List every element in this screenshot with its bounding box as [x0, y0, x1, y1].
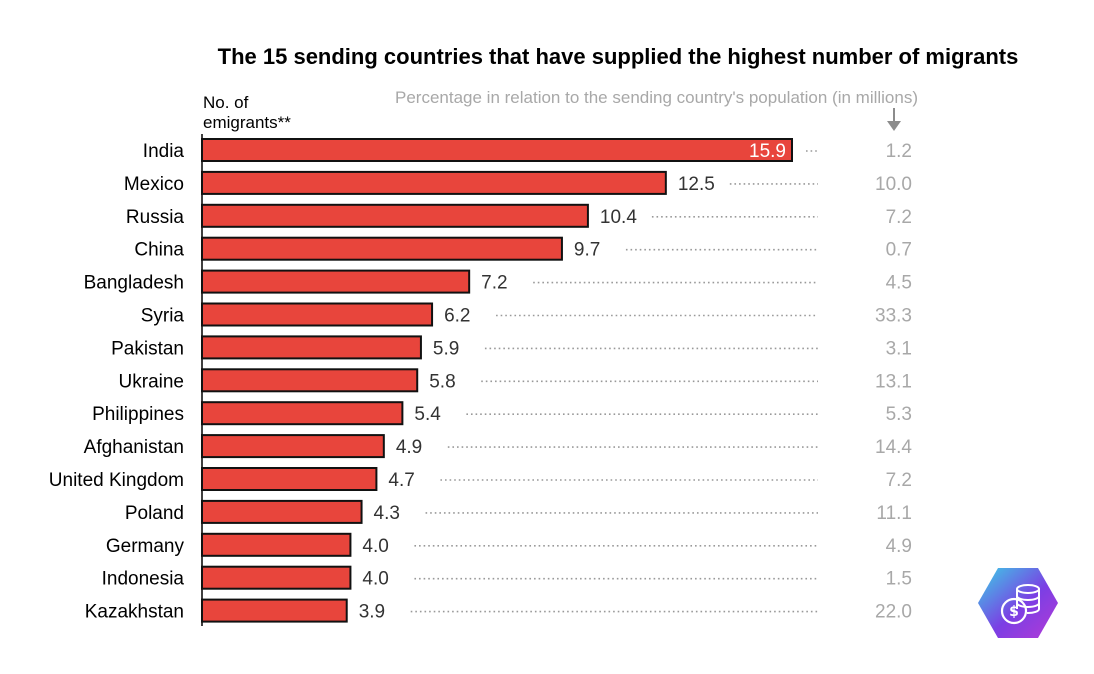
percentage-label: 33.3: [875, 306, 912, 327]
bar: [201, 302, 434, 327]
percentage-label: 5.3: [886, 404, 912, 425]
percentage-label: 22.0: [875, 602, 912, 623]
bar: [201, 499, 363, 524]
bar: [201, 236, 563, 261]
bar: [201, 170, 667, 195]
category-label: Poland: [125, 503, 184, 524]
percentage-label: 4.9: [886, 536, 912, 557]
bar-rows: India 15.9 1.2 Mexico 12.5 10.0 Russia 10.4 7.2 C…: [49, 138, 912, 623]
value-label: 5.9: [433, 338, 459, 359]
percentage-label: 10.0: [875, 174, 912, 195]
value-label: 10.4: [600, 207, 637, 228]
value-label: 5.8: [429, 371, 455, 392]
value-header-line-2: emigrants**: [203, 113, 291, 132]
category-label: United Kingdom: [49, 470, 184, 491]
category-label: Bangladesh: [84, 273, 184, 294]
percentage-label: 1.2: [886, 141, 912, 162]
bar: [201, 467, 378, 491]
bar: [201, 203, 589, 228]
value-label: 4.3: [374, 503, 400, 524]
category-label: Indonesia: [102, 569, 185, 590]
category-label: Syria: [141, 306, 185, 327]
bar: [201, 269, 471, 294]
percentage-label: 11.1: [876, 503, 912, 524]
value-header-line-1: No. of: [203, 93, 249, 112]
category-label: Pakistan: [111, 338, 184, 359]
value-label: 5.4: [414, 404, 441, 425]
coin-stack-logo-icon: $: [978, 568, 1058, 638]
percentage-label: 13.1: [875, 371, 912, 392]
bar: [201, 401, 404, 426]
bar: [201, 532, 352, 557]
percentage-label: 14.4: [875, 437, 912, 458]
category-label: China: [134, 240, 184, 261]
bar: [201, 335, 422, 360]
category-label: India: [143, 141, 185, 162]
category-label: Kazakhstan: [85, 602, 184, 623]
category-label: Germany: [106, 536, 185, 557]
percentage-label: 4.5: [886, 273, 912, 294]
percentage-label: 1.5: [886, 569, 912, 590]
value-label: 6.2: [444, 306, 470, 327]
value-label: 4.7: [388, 470, 414, 491]
chart-subtitle: Percentage in relation to the sending co…: [395, 88, 918, 107]
category-label: Afghanistan: [84, 437, 184, 458]
value-label: 7.2: [481, 273, 507, 294]
percentage-label: 0.7: [886, 240, 912, 261]
bar: [201, 565, 352, 590]
value-label: 15.9: [749, 141, 786, 162]
percentage-label: 3.1: [886, 338, 912, 359]
category-label: Philippines: [92, 404, 184, 425]
bar: [201, 368, 419, 393]
category-label: Ukraine: [119, 371, 184, 392]
bar: [201, 598, 348, 623]
value-column-header: No. of emigrants**: [203, 93, 291, 132]
chart-title: The 15 sending countries that have suppl…: [218, 44, 1019, 69]
percentage-label: 7.2: [886, 470, 912, 491]
percentage-arrow-icon: [887, 108, 901, 131]
category-label: Russia: [126, 207, 185, 228]
bar: [201, 434, 385, 459]
bar: [201, 138, 793, 162]
value-label: 4.0: [362, 536, 388, 557]
value-label: 9.7: [574, 240, 600, 261]
category-label: Mexico: [124, 174, 184, 195]
value-label: 3.9: [359, 602, 385, 623]
svg-text:$: $: [1009, 604, 1019, 620]
value-label: 4.9: [396, 437, 422, 458]
value-label: 4.0: [362, 569, 388, 590]
value-label: 12.5: [678, 174, 715, 195]
percentage-label: 7.2: [886, 207, 912, 228]
